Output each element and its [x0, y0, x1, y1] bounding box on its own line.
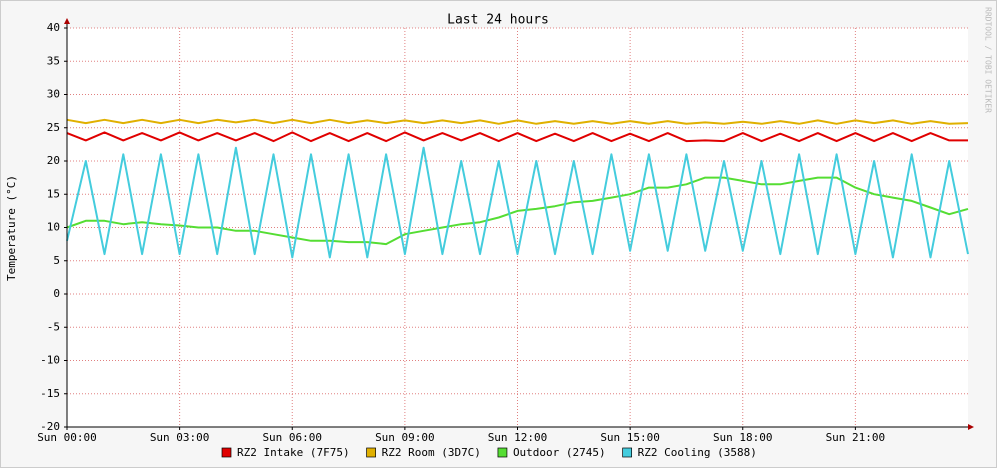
- y-tick-label: 35: [47, 54, 60, 67]
- legend-label: Outdoor (2745): [513, 446, 606, 459]
- x-tick-label: Sun 21:00: [826, 431, 886, 444]
- y-tick-label: 20: [47, 154, 60, 167]
- lines: [66, 118, 969, 259]
- x-tick-label: Sun 09:00: [375, 431, 435, 444]
- y-tick-label: 40: [47, 21, 60, 34]
- watermark: RRDTOOL / TOBI OETIKER: [984, 7, 993, 113]
- x-tick-label: Sun 06:00: [262, 431, 322, 444]
- legend-label: RZ2 Cooling (3588): [638, 446, 757, 459]
- legend-label: RZ2 Room (3D7C): [382, 446, 481, 459]
- series-line: [66, 131, 968, 143]
- series-line: [66, 118, 969, 125]
- chart-title: Last 24 hours: [447, 13, 549, 28]
- series-line: [66, 176, 969, 246]
- x-tick-label: Sun 03:00: [150, 431, 210, 444]
- y-axis-label: Temperature (°C): [5, 175, 18, 281]
- y-tick-label: 15: [47, 187, 60, 200]
- y-tick-label: 25: [47, 121, 60, 134]
- x-arrow: [968, 424, 974, 430]
- y-tick-label: 30: [47, 88, 60, 101]
- y-tick-label: -15: [40, 387, 60, 400]
- legend-swatch: [366, 447, 376, 458]
- y-tick-label: 10: [47, 221, 60, 234]
- x-tick-label: Sun 18:00: [713, 431, 773, 444]
- legend-label: RZ2 Intake (7F75): [237, 446, 350, 459]
- legend: RZ2 Intake (7F75) RZ2 Room (3D7C) Outdoor …: [221, 446, 757, 459]
- y-tick-label: 5: [53, 254, 60, 267]
- legend-swatch: [497, 447, 508, 458]
- y-tick-label: -20: [40, 420, 60, 433]
- y-arrow: [64, 18, 70, 24]
- y-tick-label: -5: [47, 320, 60, 333]
- legend-swatch: [221, 447, 232, 458]
- series-line: [66, 146, 969, 259]
- x-tick-label: Sun 15:00: [600, 431, 660, 444]
- y-tick-label: 0: [53, 287, 60, 300]
- y-tick-label: -10: [40, 354, 60, 367]
- axes: -20 -15 -10 -5 0 5 10 15 20 25 30 35 40 Sun 00:00 Sun …: [37, 18, 974, 444]
- x-tick-label: Sun 12:00: [488, 431, 548, 444]
- legend-swatch: [622, 447, 633, 458]
- x-tick-label: Sun 00:00: [37, 431, 97, 444]
